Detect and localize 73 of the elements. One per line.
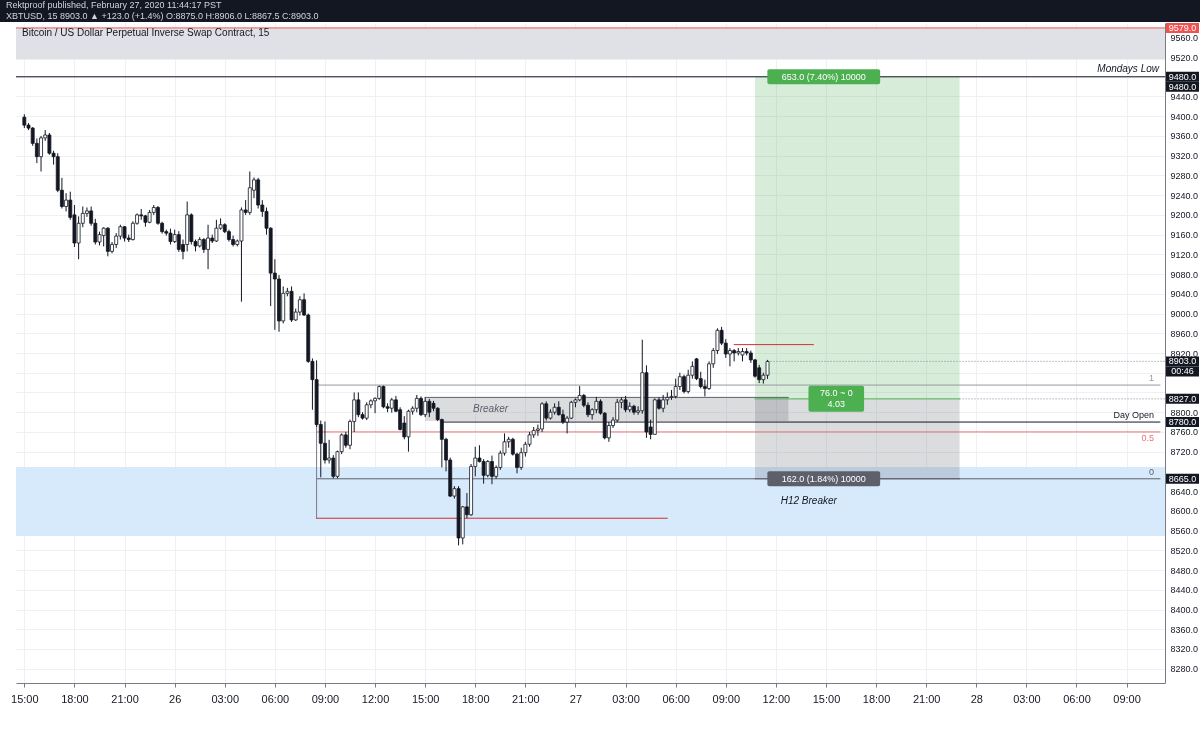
y-tick-label: 8760.0 (1170, 427, 1199, 438)
x-tick-label: 03:00 (211, 692, 240, 705)
text: Rektproof published, February 27, 2020 11:44:17 PST (6, 0, 223, 11)
x-tick-label: 12:00 (361, 692, 390, 705)
x-tick-label: 06:00 (662, 692, 690, 705)
x-tick-label: 18:00 (61, 692, 89, 705)
annotation: 8780.0 (1168, 417, 1197, 428)
x-tick-label: 03:00 (1013, 692, 1041, 705)
y-tick-label: 9120.0 (1170, 249, 1199, 260)
y-tick-label: 8800.0 (1170, 407, 1199, 418)
y-tick-label: 9280.0 (1170, 170, 1199, 181)
annotation: 9579.0 (1168, 22, 1197, 33)
y-tick-label: 8640.0 (1170, 486, 1199, 497)
y-tick-label: 8280.0 (1170, 664, 1199, 675)
y-tick-label: 9440.0 (1170, 92, 1199, 102)
y-tick-label: 9040.0 (1170, 289, 1199, 300)
series-label: Day Open (1113, 410, 1154, 421)
y-tick-label: 8920.0 (1170, 348, 1199, 359)
y-tick-label: 8960.0 (1170, 328, 1199, 339)
chart-title: Bitcoin / US Dollar Perpetual Inverse Swap Contract, 15 (22, 26, 270, 38)
x-tick-label: 26 (169, 692, 182, 705)
x-tick-label: 15:00 (812, 692, 841, 705)
annotation: 8827.0 (1168, 393, 1197, 404)
x-tick-label: 21:00 (912, 692, 941, 705)
y-tick-label: 9000.0 (1170, 309, 1199, 320)
x-tick-label: 06:00 (1063, 692, 1091, 705)
y-tick-label: 8400.0 (1170, 605, 1199, 615)
y-tick-label: 9400.0 (1170, 111, 1199, 122)
annotation: 653.0 (7.40%) 10000 (781, 71, 866, 82)
series-label: Breaker (473, 403, 509, 415)
annotation: 9480.0 (1168, 71, 1197, 82)
annotation: 162.0 (1.84%) 10000 (781, 473, 866, 484)
x-tick-label: 15:00 (411, 692, 440, 705)
x-tick-label: 18:00 (462, 692, 490, 705)
y-tick-label: 9520.0 (1170, 52, 1199, 63)
annotation: 8665.0 (1168, 473, 1197, 484)
y-tick-label: 9200.0 (1170, 210, 1199, 221)
annotation: 8903.0 (1168, 356, 1197, 367)
chart-subtitle: XBTUSD, 15 8903.0 ▲ +123.0 (+1.4%) O:8875.0 H:8906.0 L:8867.5 C:8903.0 (6, 11, 320, 22)
y-tick-label: 8440.0 (1170, 585, 1199, 596)
y-tick-label: 8600.0 (1170, 506, 1199, 517)
annotation: 00:46 (1171, 366, 1194, 377)
ref-line-label: Mondays Low (1097, 62, 1160, 74)
y-tick-label: 9080.0 (1170, 269, 1199, 280)
y-tick-label: 8720.0 (1170, 447, 1199, 458)
y-tick-label: 8480.0 (1170, 565, 1199, 576)
band-label: H12 Breaker (780, 495, 838, 507)
x-tick-label: 21:00 (111, 692, 139, 705)
y-tick-label: 9320.0 (1170, 151, 1199, 162)
y-tick-label: 8360.0 (1170, 624, 1199, 635)
series-label: 1 (1148, 373, 1154, 384)
y-tick-label: 9240.0 (1170, 190, 1199, 201)
x-tick-label: 09:00 (1113, 692, 1141, 705)
x-tick-label: 28 (970, 692, 983, 705)
x-tick-label: 09:00 (311, 692, 340, 705)
y-tick-label: 8520.0 (1170, 545, 1199, 556)
x-tick-label: 18:00 (862, 692, 891, 705)
y-tick-label: 9160.0 (1170, 230, 1199, 241)
y-tick-label: 8560.0 (1170, 526, 1199, 537)
annotation: 76.0 ~ 0 4.03 (819, 388, 853, 410)
x-tick-label: 27 (569, 692, 583, 705)
x-tick-label: 06:00 (261, 692, 290, 705)
x-tick-label: 12:00 (762, 692, 791, 705)
x-tick-label: 15:00 (11, 692, 39, 705)
x-tick-label: 21:00 (512, 692, 540, 705)
series-label: 0 (1148, 466, 1154, 477)
x-tick-label: 03:00 (612, 692, 640, 705)
annotation: 9480.0 (1168, 81, 1197, 92)
y-tick-label: 9560.0 (1170, 32, 1199, 43)
series-label: 0.5 (1141, 432, 1154, 443)
y-tick-label: 9360.0 (1170, 131, 1199, 142)
y-tick-label: 8320.0 (1170, 644, 1199, 655)
x-tick-label: 09:00 (712, 692, 741, 705)
